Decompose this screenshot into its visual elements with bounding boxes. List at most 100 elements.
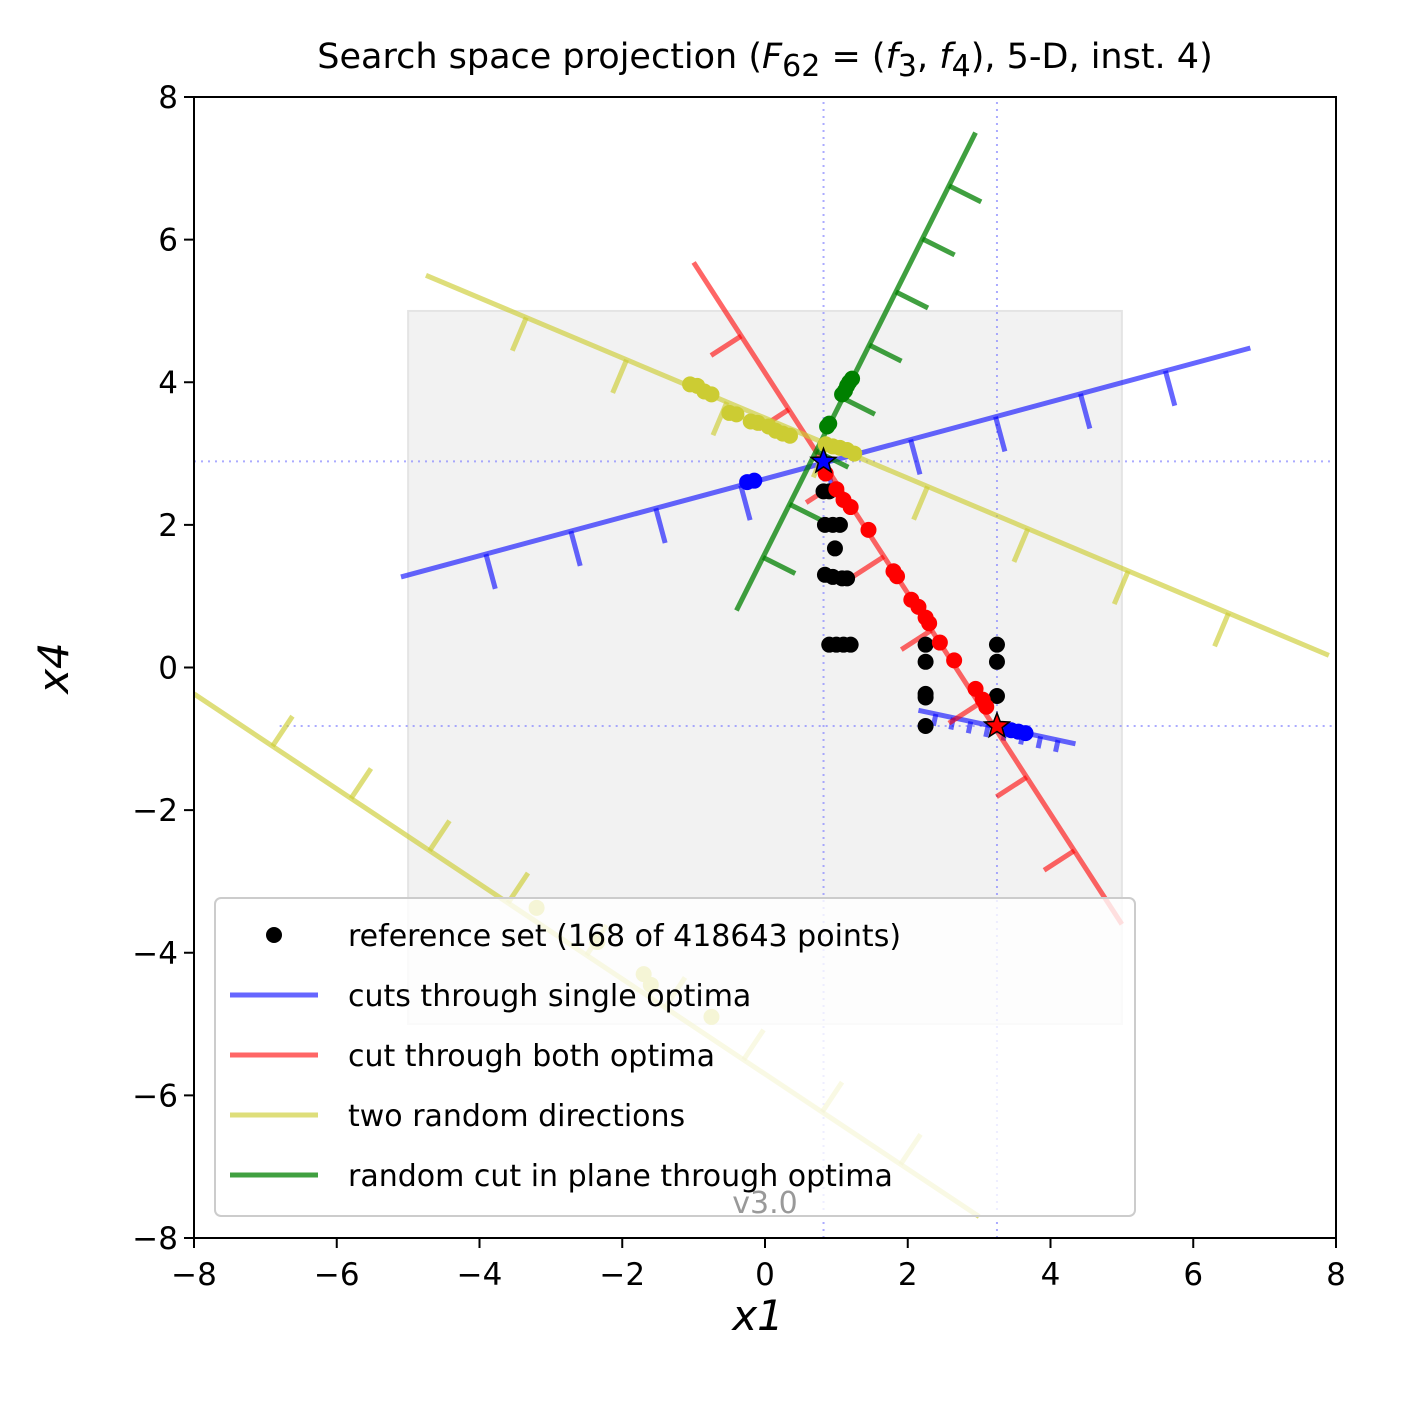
legend-label-2: cut through both optima [348, 1039, 715, 1074]
data-point-0-18 [917, 717, 934, 734]
cut-tick-2-0-8 [1042, 848, 1076, 873]
x-tick-label-7: 6 [1183, 1257, 1203, 1293]
cut-tick-1-1-8 [1053, 739, 1061, 753]
chart-title: Search space projection (F62 = (f3, f4),… [317, 37, 1212, 84]
data-point-2-6 [889, 568, 906, 585]
cut-tick-3-0-1 [510, 316, 529, 352]
x-tick-label-1: −6 [314, 1257, 360, 1293]
legend-label-0: reference set (168 of 418643 points) [348, 919, 901, 954]
y-axis-ticks: −8 −6 −4 −2 0 2 4 6 8 [132, 80, 194, 1257]
legend-label-4: random cut in plane through optima [348, 1159, 893, 1194]
data-point-0-15 [917, 653, 934, 670]
legend: reference set (168 of 418643 points) cuts… [214, 897, 1136, 1217]
cut-tick-1-0-2 [568, 530, 583, 567]
y-tick-label-7: 6 [158, 223, 178, 259]
x-tick-label-4: 0 [755, 1257, 775, 1293]
cut-tick-4-0-6 [894, 289, 930, 311]
cut-tick-2-0-1 [709, 333, 743, 358]
cut-tick-1-0-3 [653, 507, 668, 544]
cut-tick-3-0-5 [911, 485, 930, 521]
legend-label-1: cuts through single optima [348, 979, 751, 1014]
cut-tick-1-1-3 [965, 720, 974, 734]
y-tick-label-6: 4 [158, 365, 178, 401]
cut-tick-3-0-6 [1011, 527, 1031, 563]
data-point-3-11 [781, 427, 798, 444]
data-point-2-15 [978, 698, 995, 715]
cut-tick-2-0-5 [899, 628, 933, 652]
cut-tick-1-1-1 [930, 713, 939, 727]
cut-tick-4-0-5 [868, 342, 903, 364]
cut-tick-4-0-2 [788, 502, 823, 523]
data-point-3-3 [703, 386, 720, 403]
y-tick-label-8: 8 [158, 80, 178, 116]
data-point-0-20 [988, 653, 1005, 670]
data-point-0-4 [831, 516, 848, 533]
x-tick-label-0: −8 [171, 1257, 217, 1293]
data-point-4-1 [821, 415, 838, 432]
legend-marker-0 [266, 927, 282, 943]
data-point-0-19 [988, 636, 1005, 653]
version-watermark: v3.0 [732, 1186, 797, 1221]
data-point-1-1 [746, 472, 763, 489]
cut-tick-4-0-4 [841, 395, 877, 417]
legend-label-3: two random directions [348, 1099, 685, 1134]
cut-line-4-0 [734, 131, 978, 612]
cut-tick-4-0-8 [947, 183, 983, 205]
optimum-star-0 [809, 446, 838, 474]
cut-tick-4-0-7 [921, 236, 956, 258]
data-point-2-4 [860, 521, 877, 538]
x-axis-label: x1 [730, 1291, 784, 1340]
x-tick-label-3: −2 [599, 1257, 645, 1293]
optimum-star-1 [982, 710, 1012, 739]
cut-tick-3-1-3 [427, 819, 452, 853]
cut-tick-1-0-6 [908, 438, 923, 475]
cut-line-3-0 [424, 272, 1330, 658]
cut-tick-1-0-8 [1078, 393, 1093, 430]
y-tick-label-5: 2 [158, 508, 178, 544]
cut-tick-3-0-7 [1111, 569, 1131, 606]
cut-tick-1-1-7 [1035, 735, 1044, 749]
cut-tick-1-0-4 [738, 484, 753, 521]
cut-tick-1-0-1 [483, 553, 498, 590]
data-point-0-17 [917, 689, 934, 706]
cut-tick-3-1-2 [348, 767, 374, 800]
x-axis-ticks: −8 −6 −4 −2 0 2 4 6 8 [171, 1238, 1346, 1293]
cut-tick-4-0-1 [761, 555, 797, 576]
cut-tick-2-0-6 [947, 701, 981, 726]
data-point-2-10 [921, 615, 938, 632]
optima-markers [809, 446, 1012, 739]
data-point-0-13 [842, 636, 859, 653]
cut-tick-2-0-7 [995, 775, 1029, 799]
x-tick-label-8: 8 [1326, 1257, 1346, 1293]
data-point-0-21 [988, 688, 1005, 705]
y-tick-label-2: −4 [132, 936, 178, 972]
data-point-2-3 [842, 499, 859, 516]
cut-tick-1-0-7 [993, 416, 1008, 453]
data-point-0-9 [839, 570, 856, 587]
data-point-2-11 [931, 634, 948, 651]
y-axis-label: x4 [29, 642, 78, 696]
x-tick-label-6: 4 [1041, 1257, 1061, 1293]
x-tick-label-5: 2 [898, 1257, 918, 1293]
data-point-1-4 [1017, 725, 1034, 742]
cut-tick-2-0-4 [852, 554, 886, 579]
x-tick-label-2: −4 [457, 1257, 503, 1293]
cut-tick-3-0-2 [610, 358, 629, 394]
cut-tick-3-0-8 [1212, 612, 1231, 648]
y-tick-label-4: 0 [158, 651, 178, 687]
data-points [528, 370, 1034, 1025]
cut-tick-1-1-4 [983, 724, 991, 738]
y-tick-label-1: −6 [132, 1078, 178, 1114]
data-point-4-6 [844, 370, 861, 387]
legend-box [214, 897, 1136, 1217]
data-point-2-12 [946, 652, 963, 669]
y-tick-label-3: −2 [132, 793, 178, 829]
data-point-0-14 [917, 636, 934, 653]
cut-tick-1-0-9 [1162, 370, 1178, 407]
y-tick-label-0: −8 [132, 1221, 178, 1257]
cut-tick-3-1-1 [270, 714, 295, 748]
data-point-3-16 [846, 445, 863, 462]
data-point-0-5 [826, 540, 843, 557]
data-point-3-5 [728, 406, 745, 423]
